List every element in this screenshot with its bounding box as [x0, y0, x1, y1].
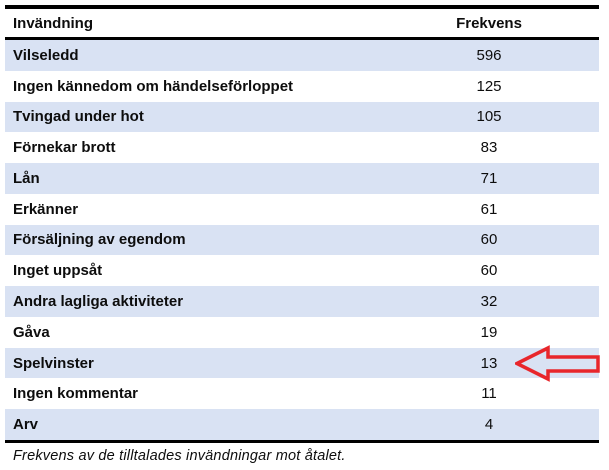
table-body: Vilseledd 596 Ingen kännedom om händelsefö…: [5, 40, 599, 443]
table-row: Ingen kommentar 11: [5, 378, 599, 409]
table-row: Lån 71: [5, 163, 599, 194]
objection-cell: Försäljning av egendom: [13, 231, 186, 249]
table-row: Erkänner 61: [5, 194, 599, 225]
objection-cell: Spelvinster: [13, 354, 94, 372]
table-row: Ingen kännedom om händelseförloppet 125: [5, 71, 599, 102]
frequency-cell: 11: [481, 385, 497, 403]
table-row: Vilseledd 596: [5, 40, 599, 71]
objection-cell: Förnekar brott: [13, 139, 116, 157]
frequency-cell: 71: [480, 169, 498, 187]
table-row: Gåva 19: [5, 317, 599, 348]
frequency-cell: 32: [480, 293, 498, 310]
frequency-cell: 4: [484, 416, 494, 434]
table-row: Förnekar brott 83: [5, 132, 599, 163]
table-row: Tvingad under hot 105: [5, 101, 599, 133]
frequency-cell: 125: [476, 77, 502, 95]
frequency-table: Invändning Frekvens Vilseledd 596 Ingen kä…: [5, 5, 599, 443]
objection-cell: Andra lagliga aktiviteter: [13, 293, 184, 310]
table-header: Invändning Frekvens: [5, 5, 599, 40]
objection-cell: Vilseledd: [13, 46, 79, 64]
table-header-row: Invändning Frekvens: [5, 9, 599, 37]
objection-cell: Tvingad under hot: [13, 108, 144, 126]
objection-cell: Ingen kännedom om händelseförloppet: [13, 77, 294, 95]
objection-cell: Ingen kommentar: [13, 385, 139, 403]
frequency-cell: 61: [480, 200, 498, 218]
objection-cell: Gåva: [13, 323, 50, 341]
table-row: Andra lagliga aktiviteter 32: [5, 286, 599, 317]
table-row: Spelvinster 13: [5, 347, 599, 379]
table-row: Arv 4: [5, 409, 599, 440]
frequency-cell: 596: [476, 46, 502, 64]
table-row: Försäljning av egendom 60: [5, 224, 599, 256]
frequency-cell: 13: [480, 354, 498, 372]
table-row: Inget uppsåt 60: [5, 255, 599, 286]
frequency-cell: 60: [480, 231, 498, 249]
objection-cell: Arv: [13, 416, 39, 434]
frequency-cell: 83: [480, 139, 498, 157]
frequency-cell: 19: [480, 323, 498, 341]
objection-cell: Erkänner: [13, 200, 79, 218]
objection-cell: Lån: [13, 169, 40, 187]
frequency-cell: 105: [476, 108, 502, 126]
objection-cell: Inget uppsåt: [13, 262, 103, 280]
frequency-cell: 60: [480, 262, 498, 280]
table-caption: Frekvens av de tilltalades invändningar …: [13, 448, 346, 464]
column-header-objection: Invändning: [13, 14, 93, 32]
column-header-frequency: Frekvens: [456, 14, 522, 32]
